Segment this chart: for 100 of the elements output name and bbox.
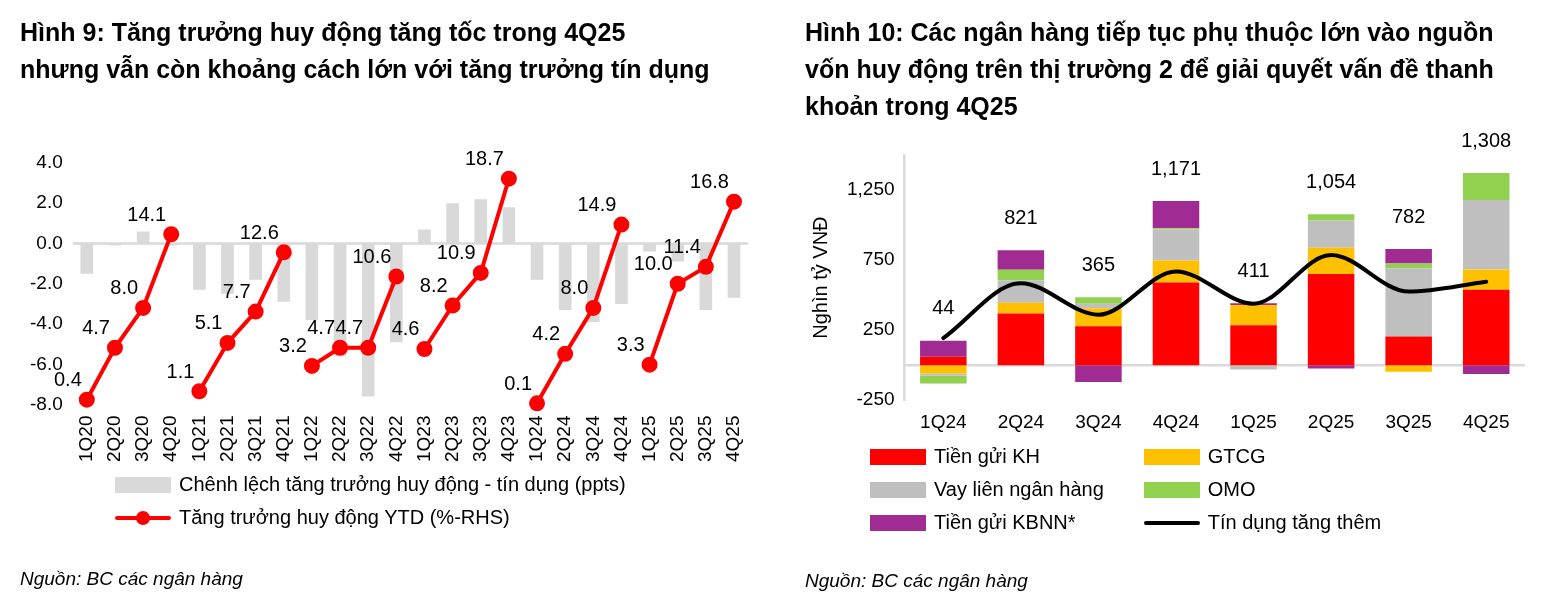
bar (920, 375, 967, 384)
legend-label: Tăng trưởng huy động YTD (%-RHS) (179, 506, 510, 529)
point (500, 170, 517, 187)
point (191, 383, 208, 400)
x-tick-label: 1Q23 (412, 415, 434, 462)
total-label: 44 (932, 296, 955, 319)
total-label: 782 (1391, 204, 1426, 227)
point (725, 193, 742, 210)
data-label: 8.0 (560, 276, 589, 299)
x-tick-label: 3Q24 (1075, 410, 1123, 432)
legend-label: Vay liên ngân hàng (934, 478, 1104, 501)
data-label: 8.2 (419, 274, 448, 297)
bar (1230, 325, 1277, 366)
point (557, 345, 574, 362)
point (247, 303, 264, 320)
point (388, 268, 405, 285)
bar (1462, 289, 1510, 366)
x-tick-label: 1Q25 (637, 415, 659, 462)
x-tick-label: 2Q24 (553, 415, 575, 462)
data-label: 14.1 (127, 202, 167, 225)
bar (1230, 365, 1277, 370)
bar (1307, 365, 1355, 369)
data-label: 4.7 (82, 316, 110, 339)
bar (1385, 365, 1432, 372)
point (332, 339, 349, 356)
x-tick-label: 2Q22 (328, 415, 350, 462)
point (472, 264, 489, 281)
y-tick-label: -2.0 (29, 271, 63, 293)
y-tick-label: 4.0 (36, 151, 63, 173)
total-label: 1,171 (1150, 156, 1202, 179)
data-label: 8.0 (110, 276, 139, 299)
data-label: 4.7 (307, 316, 336, 339)
point (78, 391, 95, 408)
total-label: 1,308 (1461, 128, 1512, 151)
bar (1307, 220, 1355, 248)
x-tick-label: 2Q21 (215, 415, 237, 462)
data-label: 3.2 (279, 334, 307, 357)
data-label: 4.2 (532, 322, 561, 345)
x-tick-label: 1Q24 (525, 415, 547, 462)
total-label: 411 (1237, 258, 1270, 281)
data-label: 10.6 (352, 245, 392, 268)
data-label: 3.3 (616, 333, 645, 356)
x-tick-label: 3Q25 (1385, 410, 1432, 432)
x-tick-label: 2Q24 (997, 410, 1045, 432)
x-tick-label: 2Q25 (1307, 410, 1355, 432)
x-tick-label: 3Q24 (581, 415, 603, 462)
point (106, 339, 123, 356)
x-tick-label: 2Q20 (103, 415, 125, 462)
bar (997, 313, 1045, 366)
data-label: 16.8 (690, 170, 729, 193)
bar (1385, 249, 1432, 264)
data-label: 12.6 (239, 220, 279, 243)
bar (1462, 173, 1510, 201)
x-tick-label: 4Q20 (159, 415, 181, 462)
x-tick-label: 1Q24 (920, 410, 967, 432)
legend-label: Tiền gửi KH (934, 445, 1041, 468)
text: Nguồn: BC các ngân hàng (20, 568, 243, 590)
total-label: 365 (1081, 252, 1116, 275)
legend-label: GTCG (1207, 445, 1266, 468)
data-label: 18.7 (464, 147, 504, 170)
data-label: 14.9 (577, 193, 617, 216)
point (303, 357, 320, 374)
point (613, 216, 630, 233)
data-label: 1.1 (166, 359, 195, 382)
point (135, 299, 152, 316)
chart-title: Hình 10: Các ngân hàng tiếp tục phụ thuộc lớn vào nguồn vốn huy động trên thị trường 2 để giải quyết vấn đề thanh khoản trong 4Q25 (805, 17, 1495, 122)
point (275, 244, 292, 261)
bar (997, 250, 1045, 270)
legend-label: OMO (1207, 478, 1256, 501)
x-tick-label: 3Q23 (468, 415, 490, 462)
point (219, 334, 236, 351)
y-tick-label: -4.0 (29, 312, 63, 334)
x-tick-label: 3Q25 (694, 415, 716, 462)
x-tick-label: 4Q23 (497, 415, 519, 462)
point (585, 299, 602, 316)
x-tick-label: 2Q25 (665, 415, 687, 462)
bar (920, 340, 967, 357)
x-tick-label: 3Q22 (356, 415, 378, 462)
y-tick-label: 750 (862, 248, 895, 270)
y-tick-label: -8.0 (29, 392, 63, 414)
bar (1385, 336, 1432, 366)
y-tick-label: 250 (862, 318, 895, 340)
bar (1230, 305, 1277, 326)
x-tick-label: 4Q25 (1462, 410, 1510, 432)
x-tick-label: 4Q22 (384, 415, 406, 462)
text: Nguồn: BC các ngân hàng (805, 570, 1028, 592)
point (641, 356, 658, 373)
total-label: 1,054 (1306, 169, 1357, 192)
x-tick-label: 4Q21 (272, 415, 294, 462)
x-tick-label: 1Q25 (1230, 410, 1277, 432)
x-tick-label: 2Q23 (440, 415, 462, 462)
bar (1307, 274, 1355, 366)
y-axis-title: Nghìn tỷ VNĐ (808, 216, 831, 339)
bar (920, 365, 967, 374)
y-tick-label: 1,250 (847, 178, 895, 200)
bar (1385, 268, 1432, 337)
bar (1462, 365, 1510, 374)
bar (1075, 326, 1122, 366)
x-tick-label: 3Q21 (243, 415, 265, 462)
data-label: 5.1 (194, 311, 223, 334)
